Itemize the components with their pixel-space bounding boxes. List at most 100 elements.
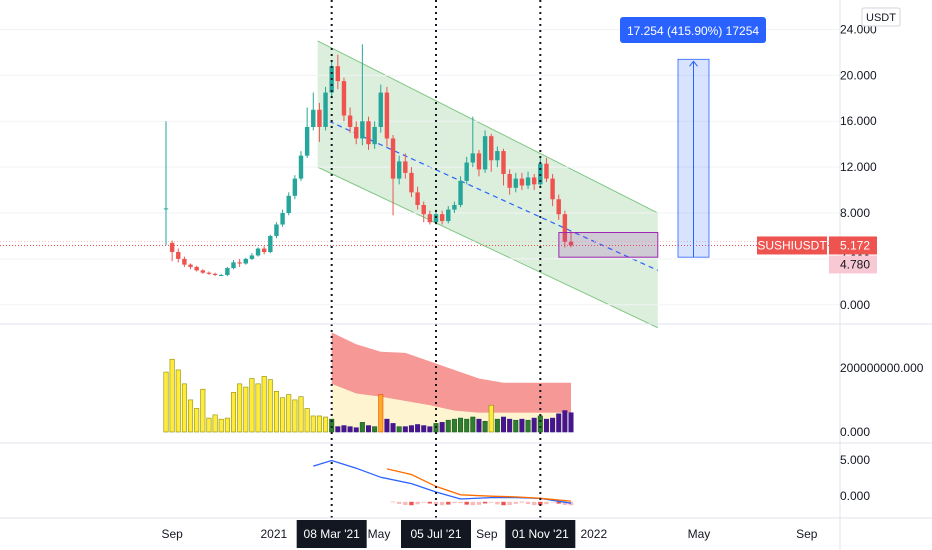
macd-hist-15 — [482, 501, 488, 504]
time-marker-label-0: 08 Mar '21 — [304, 527, 361, 541]
candle-body-41 — [415, 192, 420, 205]
candle-body-59 — [525, 177, 531, 186]
candle-body-54 — [495, 151, 500, 161]
candle-body-18 — [274, 224, 279, 236]
volume-bar-31 — [353, 427, 359, 433]
volume-bar-58 — [519, 418, 525, 433]
volume-bar-64 — [556, 413, 562, 433]
candle-body-4 — [188, 264, 193, 267]
candle-body-17 — [268, 235, 273, 253]
channel-upper-line — [317, 40, 659, 214]
channel-mid-line — [328, 120, 659, 271]
time-tick-label-3: Sep — [476, 527, 498, 541]
candle-body-1 — [169, 242, 175, 253]
volume-bar-14 — [249, 378, 255, 433]
candle-body-60 — [531, 177, 537, 185]
macd-hist-27 — [556, 501, 561, 504]
highlight-rectangle — [558, 232, 659, 258]
channel-fill — [317, 40, 658, 328]
candle-body-55 — [501, 151, 506, 175]
volume-bar-30 — [347, 426, 353, 433]
candle-body-37 — [390, 138, 396, 179]
candle-body-39 — [403, 161, 408, 173]
candle-body-13 — [243, 258, 248, 264]
symbol-tag-box — [757, 236, 827, 255]
candle-body-14 — [249, 255, 255, 259]
volume-bar-49 — [464, 418, 470, 433]
candle-body-46 — [446, 209, 451, 222]
volume-bar-23 — [304, 408, 310, 433]
macd-hist-18 — [501, 501, 506, 506]
candle-body-26 — [323, 92, 328, 127]
candle-body-43 — [427, 214, 433, 223]
macd-hist-10 — [452, 501, 457, 504]
volume-bar-21 — [292, 399, 298, 433]
volume-bar-40 — [408, 425, 414, 433]
volume-tick-zero: 0.000 — [840, 425, 870, 439]
volume-bar-29 — [341, 425, 347, 433]
candle-body-48 — [458, 180, 463, 205]
candle-body-66 — [568, 241, 574, 246]
candle-body-35 — [378, 92, 383, 127]
volume-band — [331, 332, 571, 432]
volume-bar-65 — [562, 410, 568, 433]
volume-bar-54 — [494, 418, 500, 433]
volume-bar-57 — [513, 419, 519, 433]
volume-bar-35 — [378, 394, 384, 433]
volume-bar-8 — [212, 414, 218, 433]
macd-hist-24 — [538, 501, 543, 506]
volume-bar-66 — [568, 412, 574, 433]
time-marker-label-1: 05 Jul '21 — [411, 527, 462, 541]
candle-body-8 — [212, 273, 218, 275]
volume-bar-19 — [280, 397, 286, 433]
candle-body-45 — [439, 214, 445, 222]
macd-hist-4 — [415, 501, 420, 505]
candle-body-29 — [341, 81, 347, 116]
volume-bar-34 — [372, 426, 378, 433]
macd-tick-zero: 0.000 — [840, 489, 870, 503]
candle-body-20 — [286, 195, 291, 214]
volume-tick-high: 200000000.000 — [840, 361, 924, 375]
volume-bar-10 — [224, 417, 230, 433]
candle-body-0 — [163, 208, 169, 210]
volume-bar-9 — [218, 418, 224, 433]
volume-bar-7 — [206, 417, 212, 433]
price-tick-label-0: 0.000 — [840, 298, 870, 312]
macd-hist-14 — [476, 501, 482, 505]
candle-body-32 — [360, 121, 365, 139]
candle-body-6 — [200, 270, 206, 273]
candle-body-5 — [194, 266, 199, 271]
candle-body-10 — [225, 268, 230, 275]
macd-hist-11 — [458, 501, 463, 504]
time-marker-label-2: 01 Nov '21 — [512, 527, 569, 541]
time-tick-label-5: May — [688, 527, 711, 541]
time-tick-label-0: Sep — [161, 527, 183, 541]
volume-bars — [163, 358, 574, 433]
volume-bar-13 — [243, 386, 249, 433]
last-price-tag-box — [829, 236, 877, 255]
macd-hist-22 — [525, 501, 531, 505]
candle-body-21 — [292, 178, 298, 196]
candle-body-9 — [219, 274, 224, 276]
symbol-tag: SUSHIUSDT — [757, 238, 827, 252]
volume-bar-24 — [310, 415, 316, 433]
macd-hist-29 — [568, 501, 574, 506]
volume-bar-1 — [169, 358, 175, 433]
macd-hist-20 — [513, 501, 518, 504]
candle-body-38 — [396, 161, 402, 179]
volume-bar-51 — [476, 418, 482, 433]
currency-badge — [861, 7, 901, 27]
candle-body-22 — [298, 155, 304, 179]
candle-body-57 — [513, 178, 518, 188]
candle-body-64 — [556, 199, 561, 215]
candle-body-3 — [182, 258, 187, 265]
time-marker-box-1 — [401, 520, 471, 548]
candle-body-58 — [519, 178, 525, 186]
volume-bar-62 — [543, 418, 549, 433]
candle-body-25 — [317, 109, 322, 127]
macd-hist-16 — [489, 501, 494, 503]
volume-bar-16 — [261, 376, 267, 433]
measure-label-box — [620, 17, 766, 43]
